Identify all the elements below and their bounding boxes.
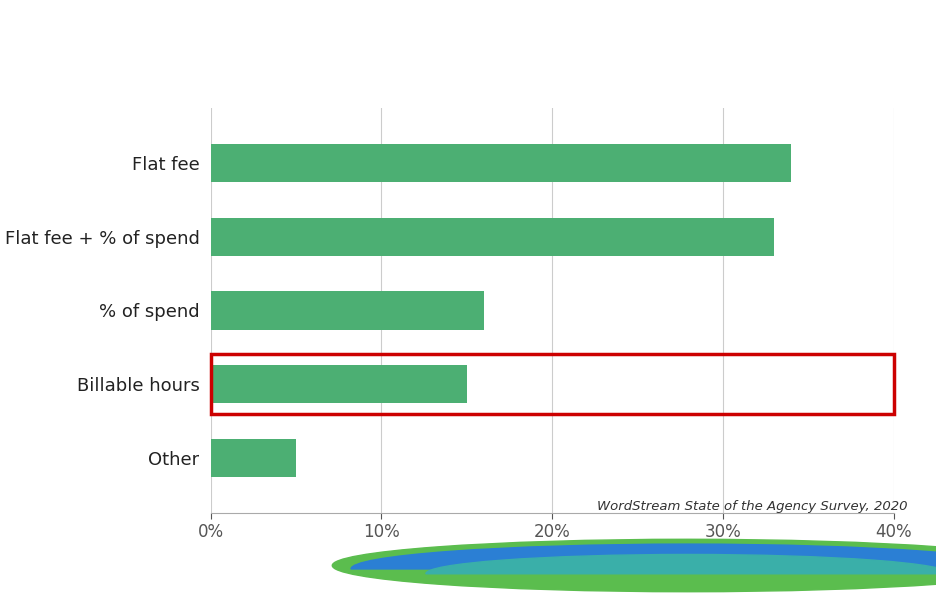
Text: By LOCALiQ: By LOCALiQ [711,580,773,590]
Circle shape [332,539,936,592]
Bar [211,218,774,256]
Bar [211,292,484,329]
Bar [211,365,467,403]
Bar [211,354,894,415]
Wedge shape [351,544,936,569]
Text: WordStream: WordStream [711,547,878,571]
Text: WordStream State of the Agency Survey, 2020: WordStream State of the Agency Survey, 2… [597,500,908,513]
Bar [211,144,792,182]
Bar [211,439,296,477]
Wedge shape [426,554,936,574]
Text: How do you price your PPC services: How do you price your PPC services [131,24,805,57]
